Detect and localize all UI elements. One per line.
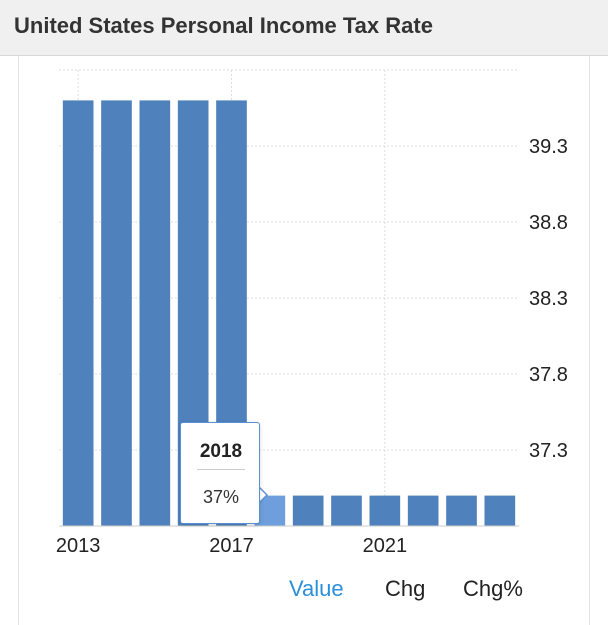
x-tick-label: 2017 xyxy=(209,535,254,557)
tab-value[interactable]: Value xyxy=(289,576,344,601)
y-tick-label: 38.3 xyxy=(529,288,568,310)
tab-chg[interactable]: Chg xyxy=(385,576,426,601)
chart-card: 37.3 37.8 38.3 38.8 39.3 2013 2017 2021 xyxy=(18,56,590,625)
bar-2019[interactable] xyxy=(292,495,324,526)
chart-header: United States Personal Income Tax Rate xyxy=(0,0,608,56)
bar-2014[interactable] xyxy=(101,100,132,527)
bar-2022[interactable] xyxy=(407,495,439,526)
bar-2015[interactable] xyxy=(139,100,171,527)
y-tick-label: 37.8 xyxy=(529,364,568,386)
y-tick-label: 39.3 xyxy=(529,136,568,158)
x-tick-label: 2013 xyxy=(56,535,101,557)
tooltip-year: 2018 xyxy=(199,441,243,462)
bar-chart: 37.3 37.8 38.3 38.8 39.3 2013 2017 2021 xyxy=(56,69,568,557)
tooltip-arrow-fill xyxy=(258,487,266,503)
x-tick-label: 2021 xyxy=(363,535,408,557)
bar-2023[interactable] xyxy=(446,495,477,526)
y-tick-label: 38.8 xyxy=(529,212,568,234)
tab-chg-percent[interactable]: Chg% xyxy=(463,576,523,601)
tooltip-divider xyxy=(197,469,245,470)
y-tick-label: 37.3 xyxy=(529,440,568,462)
page-title: United States Personal Income Tax Rate xyxy=(14,13,433,38)
data-tooltip: 2018 37% xyxy=(180,422,260,524)
bar-2020[interactable] xyxy=(331,495,362,526)
bar-2021[interactable] xyxy=(369,495,401,526)
bar-2013[interactable] xyxy=(62,100,94,527)
tooltip-value: 37% xyxy=(202,487,240,507)
bar-2024[interactable] xyxy=(484,495,516,526)
